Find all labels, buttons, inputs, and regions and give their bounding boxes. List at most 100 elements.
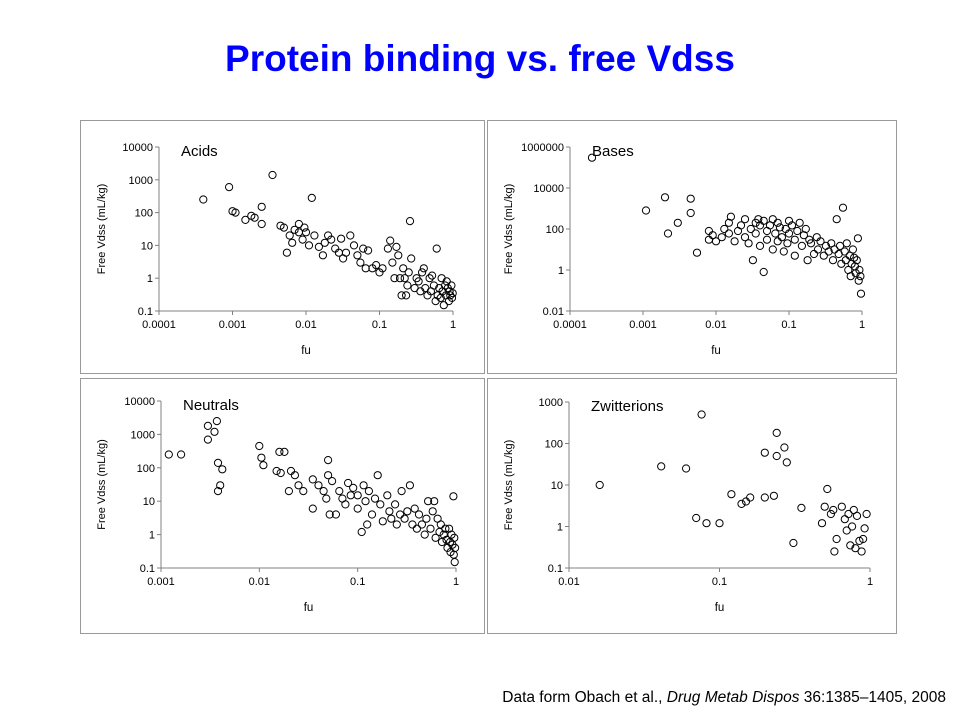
data-point (314, 242, 323, 252)
data-point (446, 291, 455, 300)
data-point (840, 247, 849, 256)
data-point (837, 259, 846, 268)
data-point (838, 203, 848, 212)
x-axis-label: fu (301, 345, 311, 357)
data-point (388, 258, 397, 267)
data-point (404, 268, 413, 277)
y-axis-label: Free Vdss (mL/kg) (96, 184, 108, 274)
data-point (842, 239, 851, 248)
data-point (439, 301, 448, 310)
data-point (259, 461, 268, 470)
data-point (736, 221, 746, 230)
y-tick-label: 10000 (124, 396, 155, 408)
data-point (299, 487, 308, 496)
data-point (762, 235, 772, 244)
data-point (715, 519, 724, 528)
data-point (325, 510, 334, 519)
data-point (364, 246, 373, 255)
data-point (850, 253, 859, 262)
data-point (353, 251, 362, 260)
data-point (324, 456, 333, 465)
y-axis-label: Free Vdss (mL/kg) (96, 439, 108, 529)
data-point (422, 514, 431, 523)
x-tick-label: 0.1 (781, 319, 796, 331)
data-point (361, 264, 370, 273)
data-point (400, 274, 409, 283)
data-point (275, 447, 284, 457)
data-point (727, 490, 736, 499)
data-point (813, 245, 823, 254)
data-point (397, 291, 406, 300)
x-tick-label: 0.01 (295, 319, 316, 331)
data-point (828, 256, 838, 265)
data-point (279, 223, 288, 232)
data-point (341, 500, 350, 509)
data-point (328, 477, 337, 486)
x-tick-label: 0.01 (705, 319, 726, 331)
data-point (830, 547, 839, 556)
data-point (308, 475, 317, 484)
data-point (349, 241, 359, 250)
data-point (782, 458, 791, 467)
data-point (853, 234, 862, 243)
data-point (848, 245, 857, 254)
data-point (826, 509, 835, 519)
data-point (771, 229, 780, 238)
data-point (349, 483, 358, 493)
acids-scatter-chart: 0.1 1 10 100 1000 10000 0.0001 0.001 0.01 0.1 1 fu F… (96, 142, 457, 357)
x-tick-label: 1 (867, 576, 873, 588)
data-point (641, 206, 651, 215)
data-point (787, 221, 797, 230)
data-point (447, 293, 457, 302)
data-point (823, 484, 832, 494)
data-point (164, 450, 173, 459)
data-point (856, 289, 866, 298)
data-point (375, 268, 384, 277)
data-point (441, 524, 450, 533)
data-point (702, 519, 711, 528)
data-point (447, 281, 456, 290)
data-point (799, 231, 808, 240)
x-tick-label: 1 (450, 319, 456, 331)
x-tick-label: 0.001 (147, 576, 175, 588)
data-point (682, 464, 691, 473)
data-point (383, 244, 392, 253)
data-point (399, 264, 408, 273)
data-point (284, 487, 293, 496)
y-tick-label: 0.1 (548, 563, 563, 575)
data-point (726, 212, 735, 221)
data-point (846, 541, 855, 550)
data-point (428, 507, 437, 516)
data-point (817, 519, 827, 528)
data-point (417, 520, 426, 529)
data-point (441, 281, 450, 290)
x-tick-label: 0.1 (372, 319, 387, 331)
data-point (824, 247, 833, 256)
data-point (442, 277, 451, 286)
chart-title: Neutrals (183, 397, 239, 414)
data-point (344, 478, 353, 488)
data-point (773, 237, 782, 246)
data-point (231, 208, 240, 217)
data-point (414, 277, 423, 286)
data-point (400, 514, 409, 523)
data-point (218, 465, 227, 474)
data-point (376, 500, 385, 509)
data-point (704, 226, 713, 236)
x-tick-label: 0.001 (629, 319, 657, 331)
data-point (724, 229, 733, 238)
data-point (760, 493, 769, 502)
data-point (405, 481, 414, 490)
data-point (410, 504, 419, 513)
chart-title: Bases (592, 143, 634, 160)
data-point (363, 520, 372, 529)
y-tick-label: 10000 (533, 183, 564, 195)
data-point (783, 239, 792, 248)
data-point (724, 218, 733, 227)
data-point (748, 256, 757, 265)
data-point (803, 256, 812, 265)
data-point (775, 223, 784, 232)
data-point (777, 233, 786, 242)
data-point (851, 544, 860, 553)
chart-panel-acids: 0.1 1 10 100 1000 10000 0.0001 0.001 0.01 0.1 1 fu F… (80, 120, 485, 374)
